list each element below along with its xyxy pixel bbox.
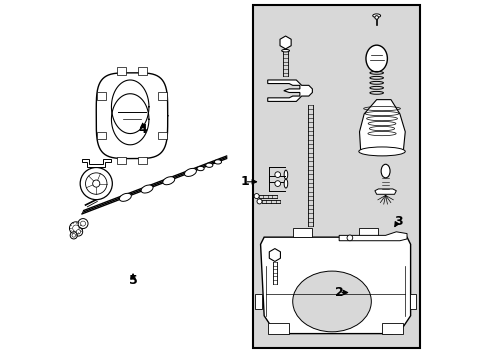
Bar xyxy=(358,228,378,237)
Circle shape xyxy=(72,234,75,237)
Ellipse shape xyxy=(281,49,289,52)
Bar xyxy=(138,67,147,75)
Bar xyxy=(381,323,403,334)
Bar xyxy=(117,67,125,75)
Ellipse shape xyxy=(365,45,386,72)
Bar xyxy=(158,93,166,100)
Ellipse shape xyxy=(284,170,287,179)
Bar xyxy=(138,157,147,164)
Bar xyxy=(253,5,419,348)
Ellipse shape xyxy=(284,179,287,188)
Polygon shape xyxy=(339,232,406,241)
Circle shape xyxy=(81,221,85,226)
Ellipse shape xyxy=(197,166,204,171)
Polygon shape xyxy=(260,237,410,334)
Ellipse shape xyxy=(163,177,174,185)
Ellipse shape xyxy=(358,147,405,156)
Circle shape xyxy=(69,222,82,235)
Circle shape xyxy=(274,181,280,186)
Circle shape xyxy=(346,235,352,241)
Polygon shape xyxy=(374,189,395,194)
Circle shape xyxy=(78,219,88,229)
Circle shape xyxy=(73,225,79,231)
Circle shape xyxy=(274,172,280,177)
Circle shape xyxy=(93,180,100,187)
Text: 2: 2 xyxy=(334,286,343,299)
Text: 4: 4 xyxy=(138,123,147,136)
Ellipse shape xyxy=(292,271,370,332)
Text: 1: 1 xyxy=(240,175,248,188)
Polygon shape xyxy=(82,158,110,167)
Circle shape xyxy=(254,194,259,199)
Ellipse shape xyxy=(372,14,380,18)
Text: 5: 5 xyxy=(128,274,137,287)
Ellipse shape xyxy=(205,163,212,167)
Ellipse shape xyxy=(141,185,153,193)
Circle shape xyxy=(80,167,112,200)
Circle shape xyxy=(76,230,81,234)
Polygon shape xyxy=(359,100,405,155)
Polygon shape xyxy=(269,249,280,261)
Polygon shape xyxy=(280,36,290,49)
Circle shape xyxy=(70,232,77,239)
Bar xyxy=(158,132,166,139)
Bar xyxy=(255,294,261,309)
Bar xyxy=(97,93,106,100)
Ellipse shape xyxy=(374,16,378,19)
Ellipse shape xyxy=(119,193,131,201)
Bar xyxy=(117,157,125,164)
Bar xyxy=(97,132,106,139)
Circle shape xyxy=(74,228,82,236)
Bar xyxy=(267,323,288,334)
Ellipse shape xyxy=(214,160,221,164)
Ellipse shape xyxy=(184,168,196,176)
Bar xyxy=(292,228,312,237)
Circle shape xyxy=(85,173,107,194)
Bar xyxy=(408,294,415,309)
Polygon shape xyxy=(267,80,312,102)
Text: 3: 3 xyxy=(393,215,402,228)
Ellipse shape xyxy=(380,164,389,178)
Circle shape xyxy=(257,199,262,204)
